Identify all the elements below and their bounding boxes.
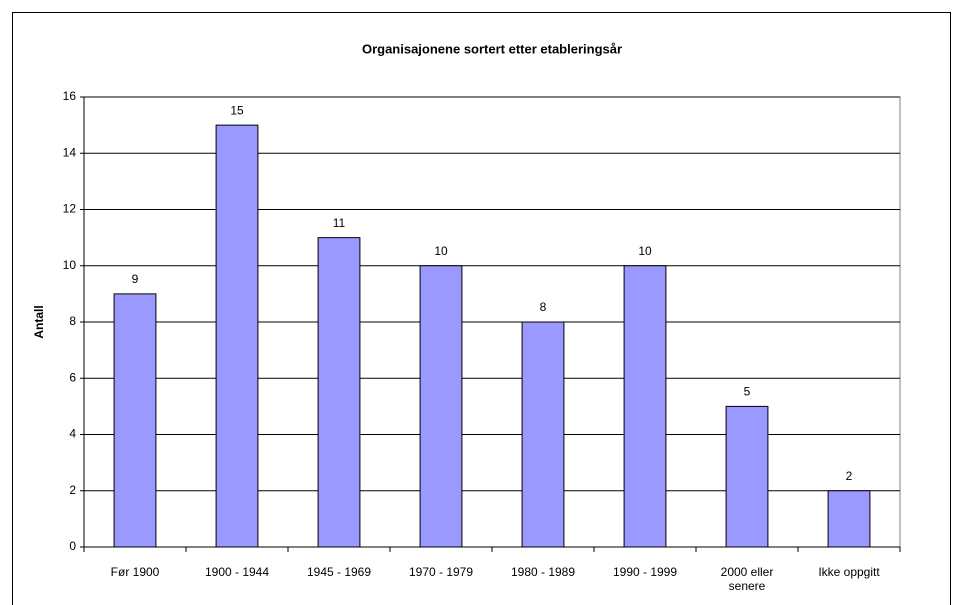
y-tick-label: 14 xyxy=(63,145,77,159)
data-label: 11 xyxy=(333,216,346,230)
x-tick-label: 1980 - 1989 xyxy=(511,565,575,579)
x-tick-label: 1945 - 1969 xyxy=(307,565,371,579)
y-axis-label: Antall xyxy=(32,305,46,338)
bar xyxy=(419,265,463,548)
chart-title: Organisajonene sortert etter etablerings… xyxy=(362,41,622,56)
data-label: 10 xyxy=(638,244,652,258)
bar xyxy=(113,293,157,548)
y-tick-label: 12 xyxy=(63,202,77,216)
data-label: 2 xyxy=(846,469,853,483)
x-tick-label: 2000 eller senere xyxy=(721,565,774,593)
x-tick-label: 1900 - 1944 xyxy=(205,565,269,579)
bar xyxy=(623,265,667,548)
x-tick-label: 1990 - 1999 xyxy=(613,565,677,579)
y-tick-label: 2 xyxy=(69,483,76,497)
data-label: 10 xyxy=(434,244,448,258)
data-label: 9 xyxy=(132,272,139,286)
x-tick-label: Før 1900 xyxy=(111,565,160,579)
y-tick-label: 4 xyxy=(69,427,76,441)
y-tick-label: 16 xyxy=(63,89,77,103)
data-label: 15 xyxy=(230,103,244,117)
bar xyxy=(827,490,871,548)
bar xyxy=(725,405,769,548)
x-tick-label: Ikke oppgitt xyxy=(818,565,880,579)
bar xyxy=(317,237,361,548)
x-tick-label: 1970 - 1979 xyxy=(409,565,473,579)
bar xyxy=(521,321,565,548)
data-label: 5 xyxy=(744,385,751,399)
y-tick-label: 0 xyxy=(69,539,76,553)
y-tick-label: 8 xyxy=(69,314,76,328)
data-label: 8 xyxy=(540,300,547,314)
y-tick-label: 10 xyxy=(63,258,77,272)
bar xyxy=(215,124,259,548)
y-tick-label: 6 xyxy=(69,370,76,384)
